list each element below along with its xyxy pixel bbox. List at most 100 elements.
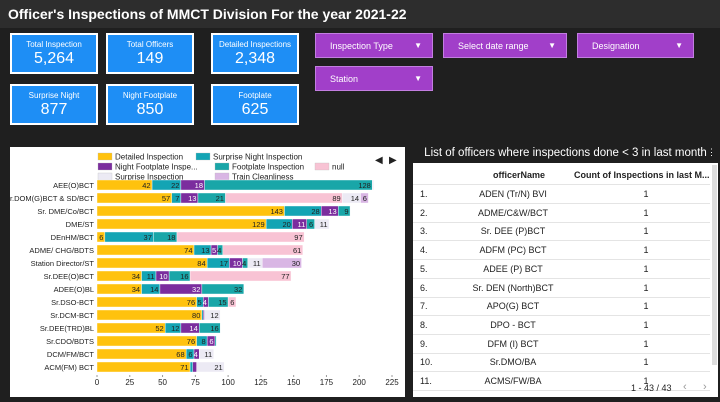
table-title: List of officers where inspections done … bbox=[413, 143, 718, 163]
data-label: 20 bbox=[283, 220, 291, 229]
bar-segment bbox=[96, 309, 203, 321]
data-label: 74 bbox=[184, 246, 192, 255]
row-index: 1. bbox=[420, 189, 428, 199]
data-label: 21 bbox=[216, 194, 224, 203]
kpi-card: Night Footplate 850 bbox=[106, 84, 194, 125]
data-label: 5 bbox=[212, 246, 216, 255]
dropdown-arrow: ▼ bbox=[548, 41, 556, 50]
row-line bbox=[413, 184, 710, 185]
officer-name: ADEE (P) BCT bbox=[483, 263, 543, 274]
bar-segment bbox=[360, 192, 369, 204]
bar-segment bbox=[96, 205, 285, 217]
bar-segment bbox=[96, 348, 187, 360]
scrollbar[interactable] bbox=[712, 165, 717, 365]
data-label: 18 bbox=[167, 233, 175, 242]
bar-segment bbox=[204, 309, 221, 321]
bar-segment bbox=[227, 296, 237, 308]
x-tick-label: 150 bbox=[287, 378, 301, 387]
data-label: 57 bbox=[162, 194, 170, 203]
inspection-count: 1 bbox=[643, 263, 649, 274]
data-label: 12 bbox=[210, 311, 218, 320]
data-label: 18 bbox=[195, 181, 203, 190]
menu-icon[interactable]: ⋮ bbox=[707, 147, 716, 157]
row-line bbox=[413, 277, 710, 279]
data-label: 4 bbox=[194, 350, 198, 359]
legend-next[interactable]: ▶ bbox=[389, 155, 397, 166]
legend-prev[interactable]: ◀ bbox=[375, 155, 383, 166]
x-tick-label: 0 bbox=[95, 378, 100, 387]
y-tick-label: AEE(O)BCT bbox=[53, 181, 94, 190]
bar-segment bbox=[189, 270, 292, 282]
table-footer: 1 - 43 / 43 bbox=[631, 383, 672, 393]
data-label: 14 bbox=[189, 324, 197, 333]
data-label: 6 bbox=[230, 298, 234, 307]
data-label: 15 bbox=[218, 298, 226, 307]
bar-segment bbox=[214, 335, 217, 347]
x-tick-label: 25 bbox=[125, 378, 134, 387]
page-next[interactable]: › bbox=[703, 381, 707, 393]
x-tick-label: 175 bbox=[320, 378, 334, 387]
dropdown[interactable]: Select date range ▼ bbox=[443, 33, 567, 58]
data-label: 14 bbox=[150, 285, 158, 294]
dropdown[interactable]: Station ▼ bbox=[315, 66, 433, 91]
bar-segment bbox=[96, 192, 172, 204]
bar-segment bbox=[96, 244, 195, 256]
kpi-label: Surprise Night bbox=[28, 91, 80, 100]
officer-name: Sr.DMO/BA bbox=[489, 357, 537, 368]
y-tick-label: DEnHM/BCT bbox=[51, 233, 95, 242]
row-line bbox=[413, 221, 710, 223]
data-label: 21 bbox=[214, 363, 222, 372]
data-label: 4 bbox=[217, 246, 221, 255]
data-label: 34 bbox=[132, 272, 140, 281]
legend-swatch bbox=[97, 162, 113, 171]
bar-segment bbox=[176, 231, 305, 243]
legend-label: Footplate Inspection bbox=[232, 163, 304, 172]
row-index: 10. bbox=[420, 357, 433, 368]
dropdown-arrow: ▼ bbox=[675, 41, 683, 50]
y-tick-label: Station Director/ST bbox=[31, 259, 95, 268]
y-tick-label: Sr.DEE(TRD)BL bbox=[40, 324, 94, 333]
inspection-count: 1 bbox=[643, 189, 649, 199]
bar-segment bbox=[201, 283, 245, 295]
row-index: 5. bbox=[420, 263, 428, 274]
data-label: 129 bbox=[252, 220, 265, 229]
bar-segment bbox=[196, 361, 225, 373]
row-index: 6. bbox=[420, 282, 428, 293]
bar-segment bbox=[199, 322, 221, 334]
y-tick-label: ADME/ CHG/BDTS bbox=[29, 246, 94, 255]
data-label: 4 bbox=[203, 298, 207, 307]
legend-label: Train Cleanliness bbox=[232, 173, 294, 182]
data-label: 34 bbox=[132, 285, 140, 294]
page-prev[interactable]: ‹ bbox=[683, 381, 687, 393]
officer-name: ADME/C&W/BCT bbox=[477, 207, 548, 218]
officer-name: APO(G) BCT bbox=[486, 301, 540, 312]
chart-panel: ◀ ▶ Detailed Inspection Surprise Night In… bbox=[5, 147, 405, 397]
data-label: 4 bbox=[242, 259, 246, 268]
data-label: 10 bbox=[159, 272, 167, 281]
kpi-label: Night Footplate bbox=[122, 91, 178, 100]
dropdown[interactable]: Designation ▼ bbox=[577, 33, 694, 58]
kpi-value: 625 bbox=[241, 101, 269, 118]
legend-label: Surprise Inspection bbox=[115, 173, 183, 182]
data-label: 13 bbox=[201, 246, 209, 255]
data-label: 42 bbox=[142, 181, 150, 190]
x-tick-label: 100 bbox=[221, 378, 235, 387]
officer-name: DPO - BCT bbox=[490, 319, 536, 330]
data-label: 97 bbox=[294, 233, 302, 242]
y-tick-label: Sr.CDO/BDTS bbox=[46, 337, 94, 346]
row-line bbox=[413, 203, 710, 204]
bar-segment bbox=[96, 335, 197, 347]
dropdown-label: Designation bbox=[592, 41, 640, 51]
officer-name: ADEN (Tr/N) BVI bbox=[479, 189, 547, 199]
inspection-count: 1 bbox=[643, 245, 649, 256]
data-label: 22 bbox=[171, 181, 179, 190]
row-index: 8. bbox=[420, 319, 428, 330]
bar-segment bbox=[96, 296, 197, 308]
kpi-value: 149 bbox=[136, 50, 164, 67]
inspection-count: 1 bbox=[643, 357, 649, 368]
officer-name: ACMS/FW/BA bbox=[484, 376, 542, 386]
x-tick-label: 125 bbox=[254, 378, 268, 387]
officer-name: ADFM (PC) BCT bbox=[479, 245, 547, 256]
dropdown[interactable]: Inspection Type ▼ bbox=[315, 33, 433, 58]
data-label: 7 bbox=[175, 194, 179, 203]
